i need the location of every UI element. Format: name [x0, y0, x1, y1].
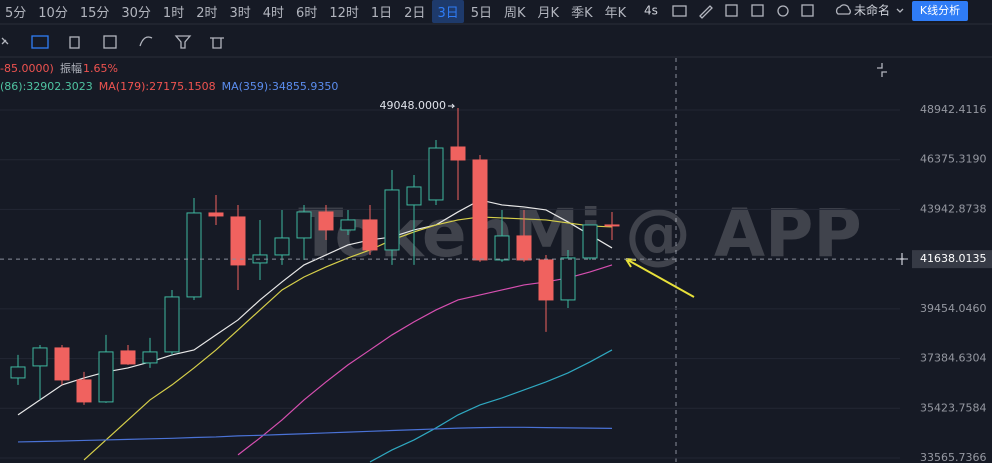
tool-icon[interactable] — [210, 37, 224, 49]
ma-legend: (86):32902.3023 — [0, 80, 93, 93]
change-text: -85.0000) — [0, 62, 54, 75]
amplitude-label: 振幅 — [60, 61, 82, 75]
candle-body — [560, 257, 576, 301]
tool-icon[interactable] — [139, 36, 153, 47]
icon[interactable] — [672, 5, 687, 17]
interval-tab[interactable]: 15分 — [79, 5, 110, 21]
candle-body — [516, 235, 532, 261]
candle-body — [494, 235, 510, 261]
candle-body — [582, 224, 598, 259]
analysis-button[interactable] — [912, 1, 968, 21]
interval-tab[interactable]: 12时 — [329, 5, 359, 21]
interval-tab[interactable]: 5日 — [470, 5, 492, 21]
candle-body — [428, 147, 444, 201]
candle-body — [98, 351, 114, 403]
candle-body — [76, 379, 92, 403]
ma-line — [17, 426, 613, 443]
candle-body — [296, 211, 312, 239]
candle-body — [142, 351, 158, 364]
candle-body — [230, 216, 246, 266]
amplitude-value: 1.65% — [83, 62, 118, 75]
drawing-tools[interactable] — [1, 35, 224, 49]
candle-body — [54, 347, 70, 381]
icon[interactable] — [896, 8, 904, 13]
y-tick-label: 48942.4116 — [920, 103, 986, 116]
interval-tab[interactable]: 季K — [571, 5, 593, 21]
candle-body — [164, 296, 180, 353]
candle-body — [208, 212, 224, 217]
interval-tab[interactable]: 5分 — [5, 5, 27, 21]
icon[interactable] — [725, 4, 738, 17]
candle-body — [186, 212, 202, 298]
high-label: 49048.0000 — [380, 99, 446, 112]
candle-body — [450, 146, 466, 161]
interval-tab[interactable]: 周K — [504, 5, 526, 21]
candle-body — [120, 350, 136, 365]
y-tick-label: 43942.8738 — [920, 202, 986, 215]
candle-body — [274, 237, 290, 256]
interval-tab[interactable]: 年K — [604, 5, 627, 21]
candle-body — [10, 366, 26, 379]
y-tick-label: 39454.0460 — [920, 302, 986, 315]
candle-body — [604, 224, 620, 227]
tool-icon[interactable] — [31, 35, 49, 49]
interval-tab[interactable]: 6时 — [296, 5, 318, 21]
layout-name: 未命名 — [854, 3, 890, 18]
icon[interactable] — [777, 5, 789, 17]
ma-legend: MA(179):27175.1508 — [99, 80, 216, 93]
candle-body — [538, 259, 554, 301]
y-tick-label: 33565.7366 — [920, 451, 986, 463]
last-price-label: 41638.0135 — [920, 252, 986, 265]
interval-tab[interactable]: 3时 — [229, 5, 251, 21]
ma-line — [237, 264, 613, 456]
interval-tab[interactable]: 10分 — [38, 5, 68, 21]
interval-toolbar: 5分 10分 15分 30分 1时 2时 3时 4时 6时 12时 1日 2日 3日 5日 周K 月K 季K 年K — [0, 0, 992, 23]
interval-tab[interactable]: 1时 — [162, 5, 185, 21]
icon[interactable] — [751, 4, 764, 17]
interval-tab[interactable]: 2日 — [404, 5, 426, 21]
last-price-badge — [912, 250, 992, 269]
y-tick-label: 35423.7584 — [920, 401, 986, 414]
interval-tab[interactable]: 1日 — [370, 5, 393, 21]
y-tick-label: 46375.3190 — [920, 153, 986, 166]
candle-body — [318, 211, 334, 231]
candle-body — [340, 219, 356, 231]
candle-body — [472, 159, 488, 261]
tool-icon[interactable] — [69, 36, 80, 49]
icon[interactable] — [801, 4, 814, 17]
tool-icon[interactable] — [1, 37, 9, 45]
candle-body — [406, 186, 422, 206]
icon[interactable] — [835, 4, 851, 15]
high-arrow — [448, 103, 456, 109]
analysis-button-label[interactable]: K线分析 — [920, 3, 960, 17]
candle-body — [362, 219, 378, 251]
interval-tab[interactable]: 4时 — [262, 5, 285, 21]
tool-icon[interactable] — [103, 35, 117, 49]
candle-body — [384, 189, 400, 251]
fullscreen-icon[interactable] — [877, 63, 887, 77]
ma-line — [17, 199, 613, 416]
ma-legend: MA(359):34855.9350 — [222, 80, 339, 93]
interval-tab[interactable]: 30分 — [121, 5, 151, 21]
candle-body — [32, 347, 48, 367]
tool-icon[interactable] — [174, 35, 192, 49]
ma-line — [369, 349, 613, 463]
interval-tab[interactable]: 3日 — [432, 0, 464, 23]
top-icons[interactable] — [672, 4, 904, 77]
watermark: TokenMi @ APP — [298, 195, 862, 272]
icon[interactable] — [699, 5, 713, 19]
interval-tab[interactable]: 2时 — [196, 5, 218, 21]
interval-tab[interactable]: 月K — [537, 5, 560, 21]
y-tick-label: 37384.6304 — [920, 352, 986, 365]
refresh-rate: 4s — [644, 4, 658, 18]
